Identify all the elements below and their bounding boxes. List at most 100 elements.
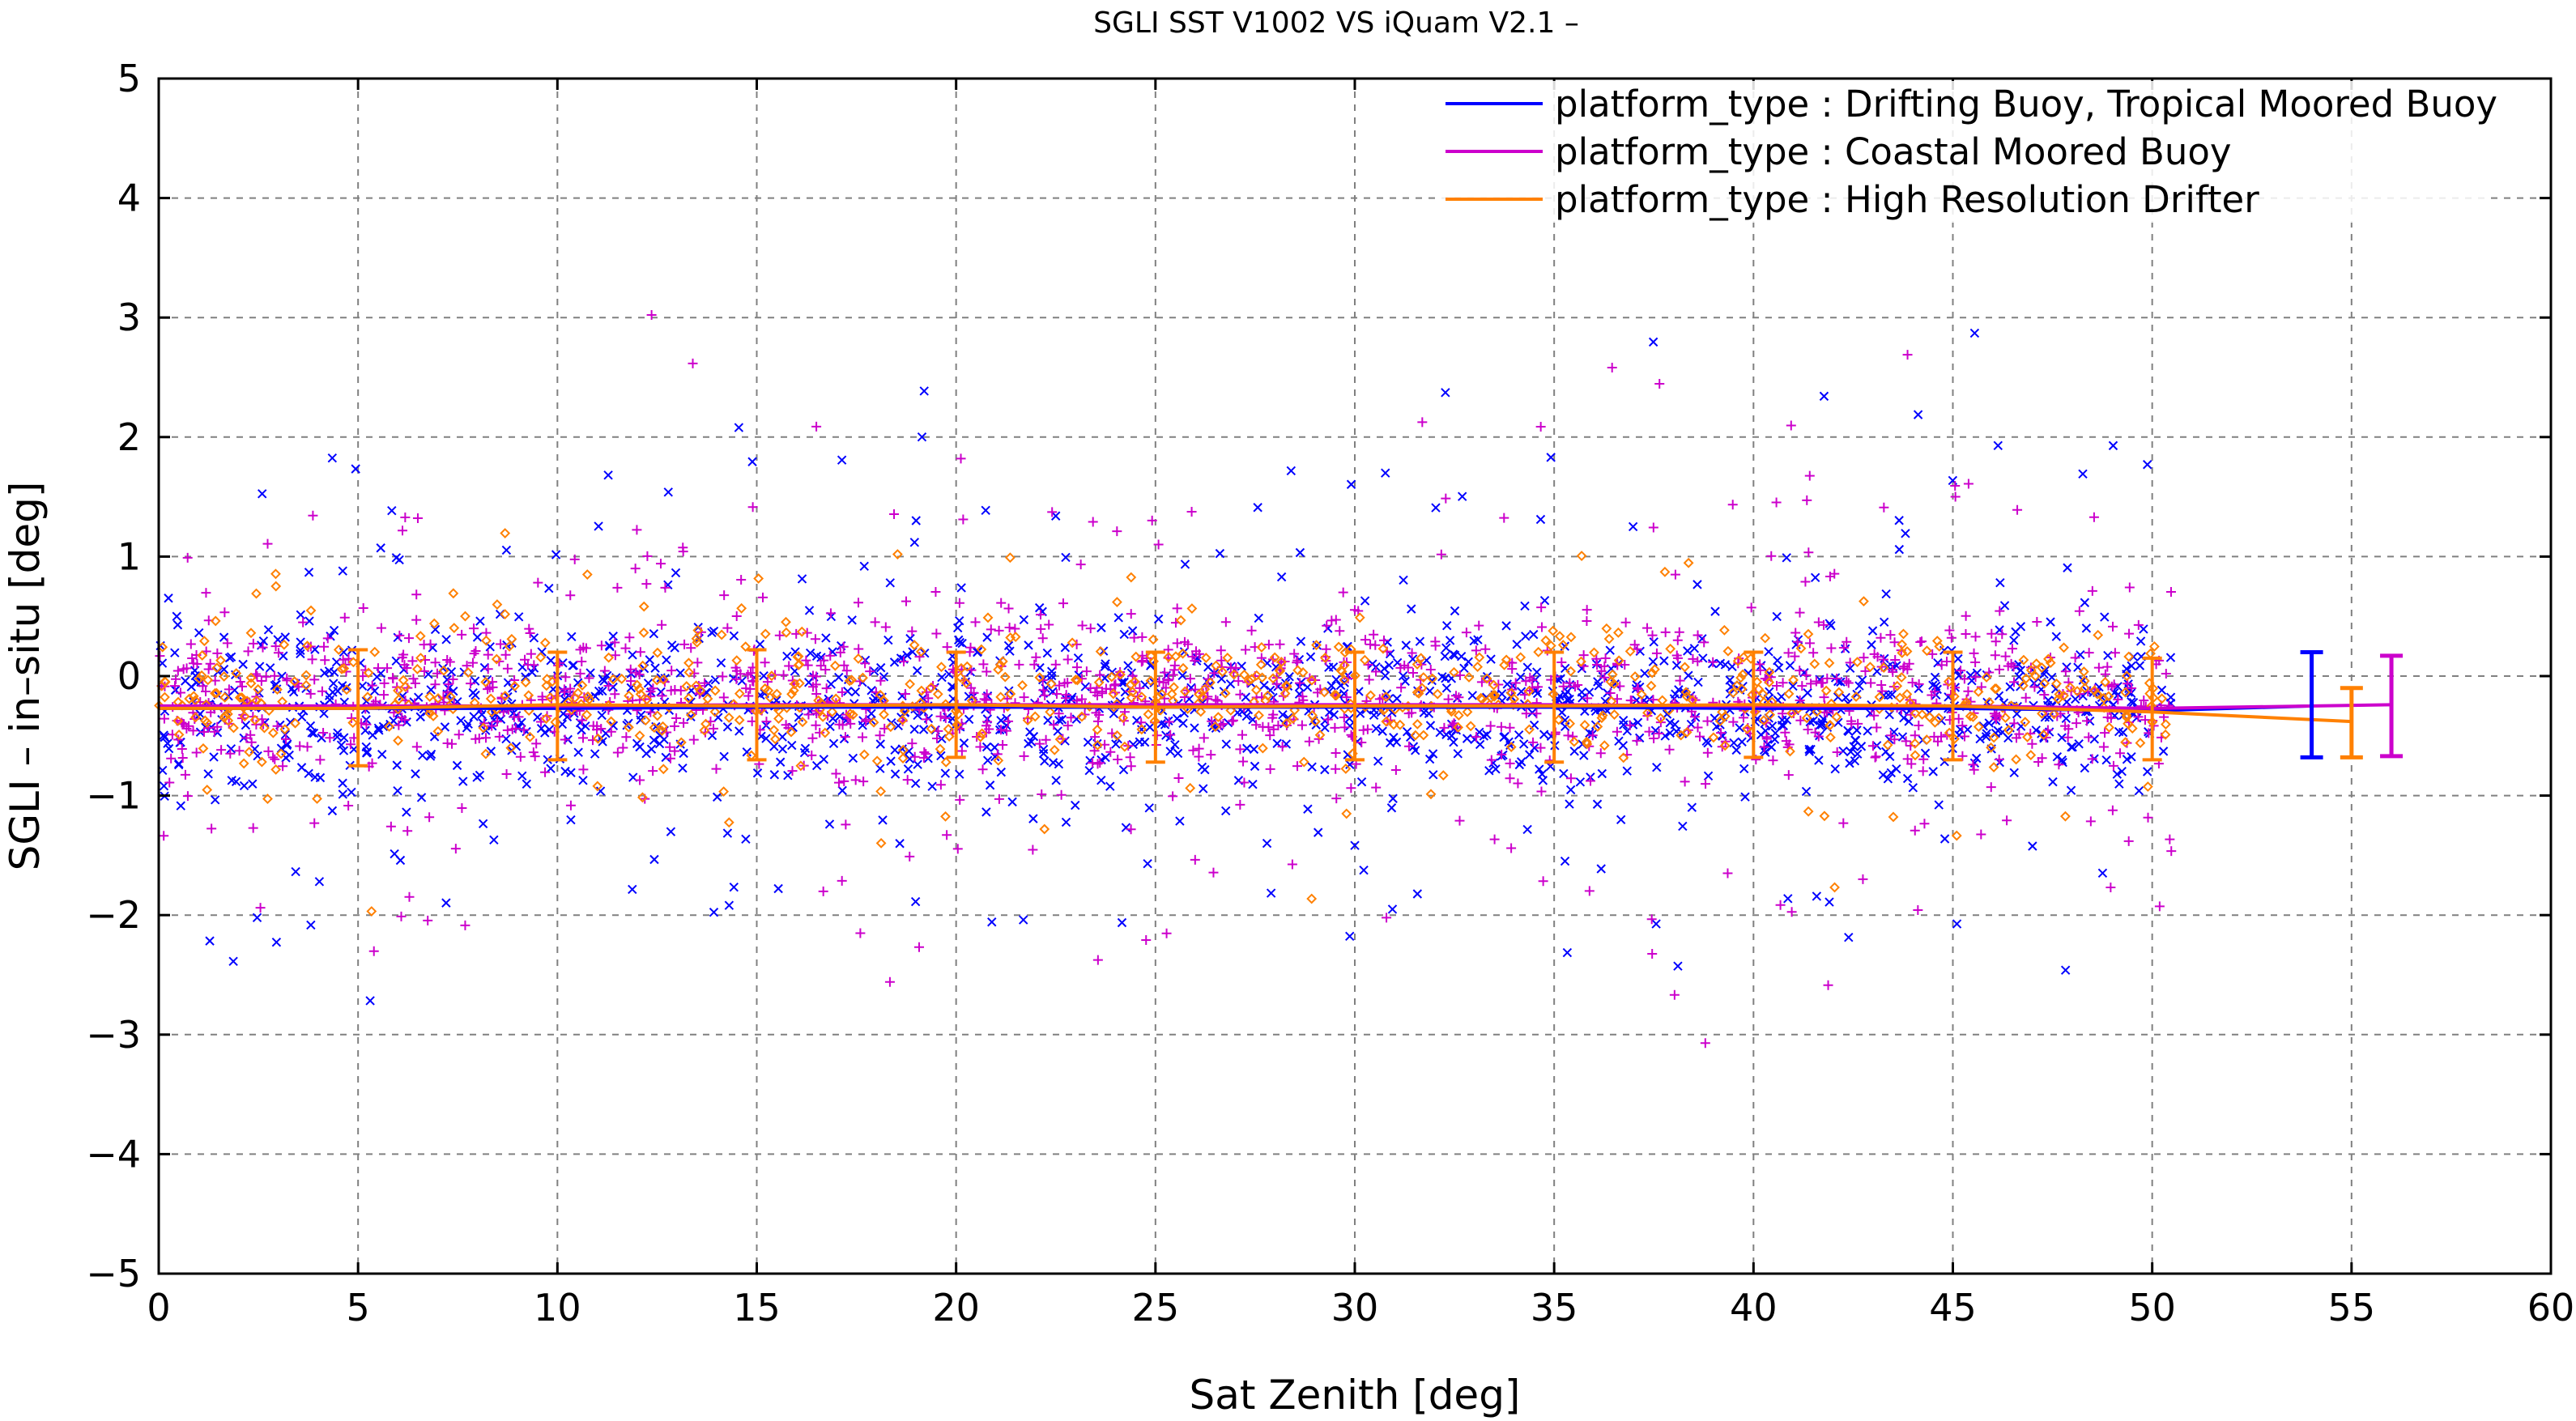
data-point <box>282 673 292 683</box>
x-tick-label: 35 <box>1531 1286 1578 1330</box>
data-point <box>624 632 635 643</box>
data-point <box>443 679 453 690</box>
data-point <box>1761 747 1770 757</box>
data-point <box>1899 662 1910 672</box>
data-point <box>1887 665 1897 675</box>
data-point <box>237 681 248 691</box>
data-point <box>581 643 591 653</box>
data-point <box>1901 688 1913 700</box>
data-point <box>2060 721 2071 731</box>
data-point <box>1207 716 1217 726</box>
data-point <box>1898 628 1909 640</box>
data-point <box>175 687 185 698</box>
data-point <box>281 734 292 744</box>
data-point <box>1506 843 1517 853</box>
data-point <box>709 706 721 717</box>
data-point <box>577 680 588 691</box>
data-point <box>1701 736 1711 746</box>
data-point <box>1062 654 1073 665</box>
data-point <box>2078 666 2089 677</box>
data-point <box>1399 575 1408 585</box>
data-point <box>933 725 943 736</box>
data-point <box>889 508 900 519</box>
data-point <box>837 785 847 796</box>
data-point <box>734 688 745 700</box>
data-point <box>1802 495 1812 505</box>
data-point <box>848 753 858 764</box>
data-point <box>638 601 649 612</box>
data-point <box>1225 704 1237 716</box>
data-point <box>597 710 607 721</box>
data-point <box>1051 776 1061 785</box>
data-point <box>936 751 946 761</box>
data-point <box>1773 655 1782 666</box>
data-point <box>224 684 234 695</box>
data-point <box>1830 764 1840 774</box>
data-point <box>2127 697 2136 707</box>
data-point <box>1824 619 1834 628</box>
data-point <box>411 769 420 779</box>
data-point <box>1060 643 1071 653</box>
data-point <box>520 677 531 688</box>
data-point <box>1118 764 1129 775</box>
data-point <box>1728 717 1739 727</box>
data-point <box>1870 752 1880 763</box>
data-point <box>304 568 314 577</box>
data-point <box>607 674 619 685</box>
data-point <box>191 747 202 758</box>
data-point <box>531 738 542 749</box>
data-point <box>1379 664 1390 674</box>
data-point <box>901 596 911 606</box>
data-point <box>362 691 373 703</box>
data-point <box>761 734 771 743</box>
data-point <box>1216 655 1227 666</box>
data-point <box>1471 732 1482 742</box>
data-point <box>1612 627 1624 638</box>
data-point <box>486 747 496 756</box>
data-point <box>1539 730 1549 739</box>
legend-label: platform_type : Coastal Moored Buoy <box>1555 130 2232 173</box>
data-point <box>169 681 180 691</box>
data-point <box>1371 782 1382 793</box>
data-point <box>1919 819 1930 829</box>
data-point <box>1096 686 1107 696</box>
data-point <box>160 676 171 687</box>
data-point <box>838 641 849 652</box>
data-point <box>1790 628 1801 638</box>
data-point <box>2014 672 2024 682</box>
data-point <box>318 728 329 738</box>
data-point <box>2093 629 2104 640</box>
data-point <box>1440 651 1450 662</box>
data-point <box>734 726 744 736</box>
data-point <box>875 675 886 686</box>
data-point <box>1400 676 1410 687</box>
data-point <box>411 742 422 752</box>
data-point <box>1128 739 1139 750</box>
data-point <box>638 627 649 638</box>
data-point <box>412 513 423 524</box>
data-point <box>423 915 433 925</box>
data-point <box>2029 682 2040 692</box>
data-point <box>2007 644 2017 654</box>
data-point <box>722 623 733 633</box>
data-point <box>1765 709 1776 721</box>
data-point <box>2127 683 2137 694</box>
data-point <box>1529 629 1539 640</box>
data-point <box>1362 724 1373 734</box>
legend-label: platform_type : High Resolution Drifter <box>1555 178 2259 221</box>
data-point <box>641 748 651 759</box>
data-point <box>625 676 636 687</box>
data-point <box>1488 679 1499 691</box>
data-point <box>1967 675 1977 686</box>
data-point <box>1281 720 1292 730</box>
data-point <box>787 740 797 751</box>
data-point <box>998 740 1008 751</box>
data-point <box>960 678 972 689</box>
data-point <box>1792 636 1803 647</box>
data-point <box>718 786 730 798</box>
data-point <box>1266 888 1276 898</box>
data-point <box>952 623 963 633</box>
data-point <box>1424 686 1435 696</box>
data-point <box>1783 688 1795 700</box>
y-tick-label: 1 <box>117 534 141 578</box>
